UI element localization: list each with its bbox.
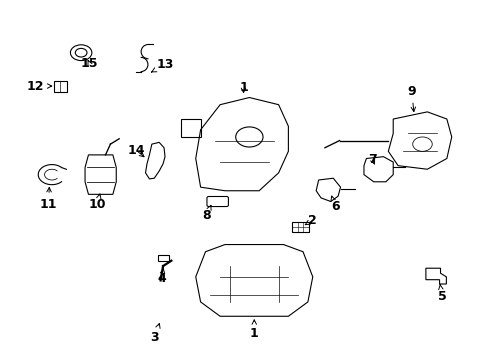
Text: 1: 1	[239, 81, 247, 94]
Text: 4: 4	[157, 269, 165, 285]
Text: 9: 9	[407, 85, 415, 112]
Text: 15: 15	[81, 57, 98, 70]
Text: 3: 3	[150, 324, 160, 343]
Text: 1: 1	[249, 320, 258, 340]
Text: 10: 10	[88, 194, 106, 211]
Text: 6: 6	[330, 196, 339, 213]
Bar	[54, 81, 66, 93]
Text: 5: 5	[437, 284, 446, 303]
Text: 8: 8	[202, 205, 211, 222]
Bar	[158, 255, 169, 261]
Text: 12: 12	[27, 80, 52, 93]
Text: 2: 2	[305, 214, 317, 227]
Text: 11: 11	[40, 188, 57, 211]
Bar	[292, 222, 308, 232]
Text: 13: 13	[151, 58, 174, 72]
Text: 7: 7	[367, 153, 376, 166]
Text: 14: 14	[127, 144, 145, 157]
